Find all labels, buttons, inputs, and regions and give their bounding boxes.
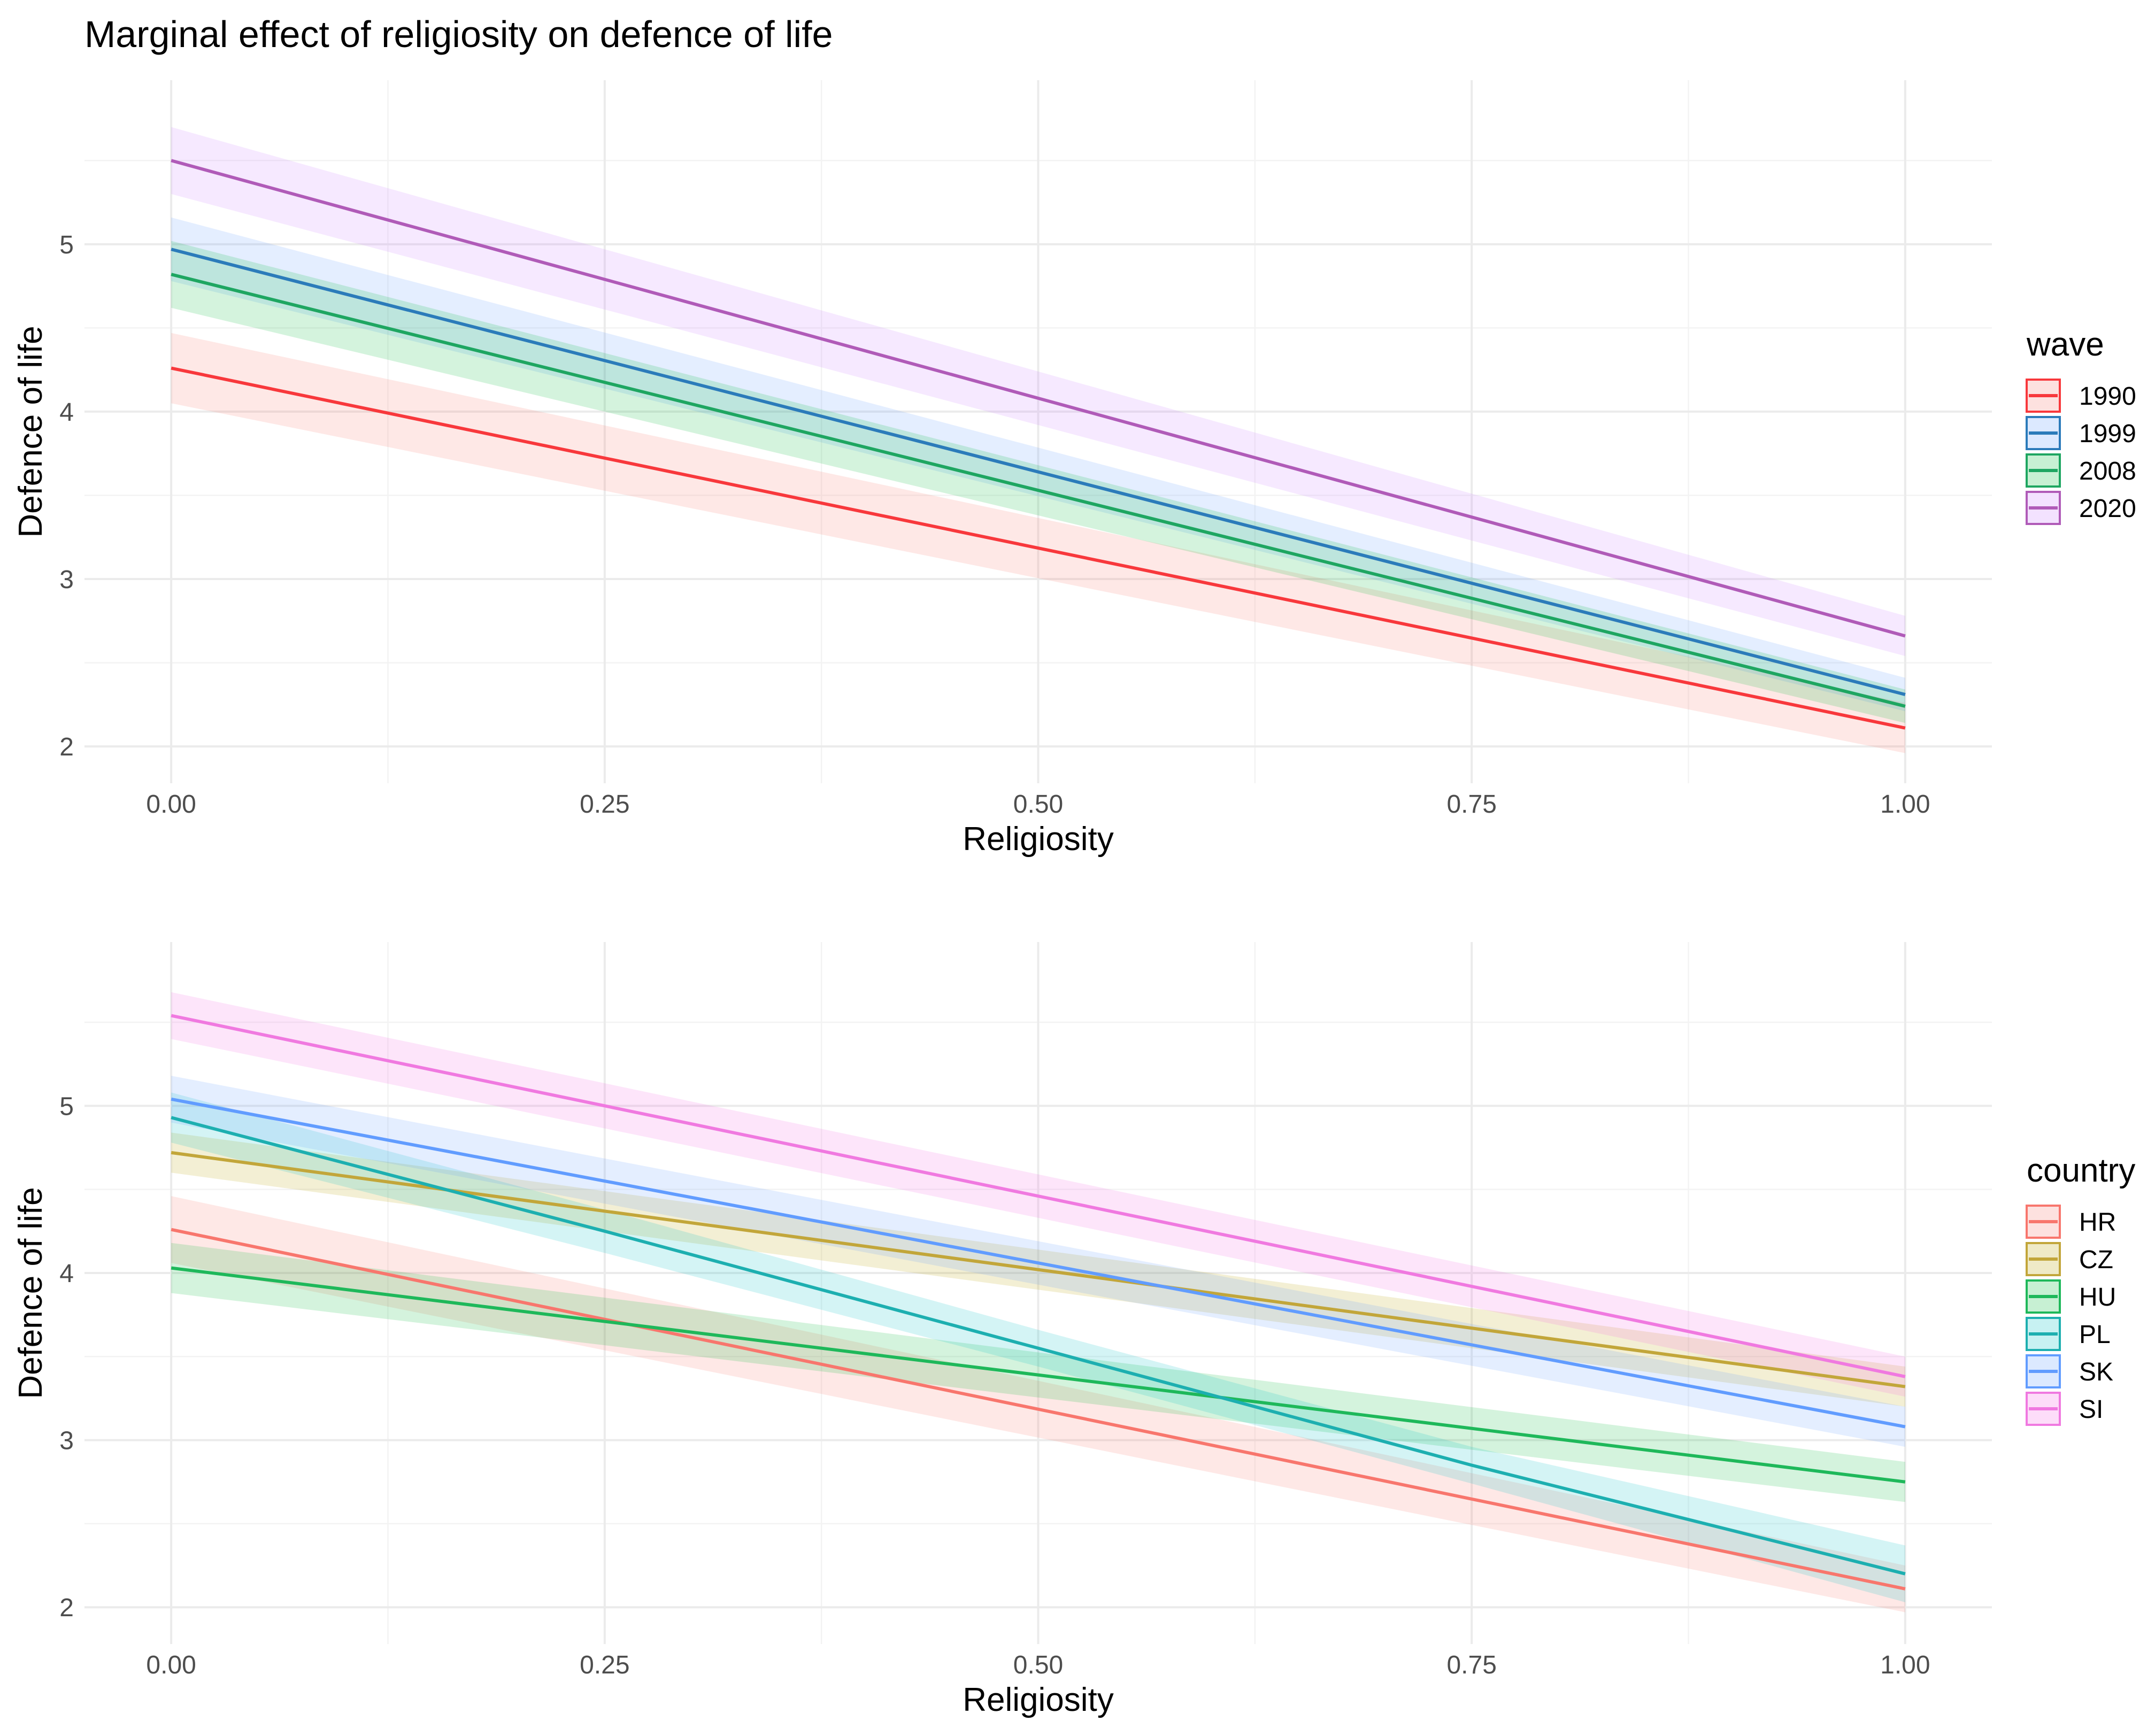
y-axis-title: Defence of life <box>12 1187 49 1399</box>
panel-1: 0.00 0.25 0.50 0.75 1.00 2 3 4 5 Religiosity Defen… <box>12 80 2136 858</box>
x-tick-label: 1.00 <box>1880 1651 1930 1679</box>
legend-item-PL: PL <box>2026 1317 2111 1351</box>
legend-label-HU: HU <box>2079 1283 2116 1311</box>
legend-label-HR: HR <box>2079 1208 2116 1237</box>
ribbon-SI <box>171 992 1905 1397</box>
legend-title: wave <box>2026 326 2104 363</box>
series-line-PL <box>171 1116 1906 1576</box>
y-tick-label: 3 <box>59 1427 74 1455</box>
legend: wave 1990 1999 2008 2020 <box>2026 326 2136 525</box>
y-tick-label: 5 <box>59 231 74 259</box>
series-lines <box>171 1014 1906 1591</box>
legend: country HR CZ HU PL SK SI <box>2026 1152 2135 1426</box>
legend-label-CZ: CZ <box>2079 1246 2113 1274</box>
x-tick-label: 0.50 <box>1013 790 1063 819</box>
series-line-CZ <box>171 1151 1906 1388</box>
y-tick-label: 5 <box>59 1092 74 1121</box>
series-line-HR <box>171 1228 1906 1591</box>
ribbon-HR <box>171 1196 1905 1612</box>
x-tick-label: 0.50 <box>1013 1651 1063 1679</box>
panel-2: 0.00 0.25 0.50 0.75 1.00 2 3 4 5 Religiosity Defen… <box>12 942 2135 1718</box>
ribbon-HU <box>171 1243 1905 1502</box>
legend-title: country <box>2027 1152 2135 1189</box>
legend-item-2020: 2020 <box>2026 491 2136 525</box>
legend-label-2008: 2008 <box>2079 457 2136 485</box>
series-line-2020 <box>171 159 1906 638</box>
legend-item-SI: SI <box>2026 1392 2103 1426</box>
ribbon-1999 <box>171 217 1905 712</box>
y-tick-label: 3 <box>59 566 74 594</box>
y-tick-label: 4 <box>59 398 74 427</box>
x-tick-label: 0.00 <box>146 790 196 819</box>
ribbons <box>171 127 1905 753</box>
x-tick-label: 0.25 <box>580 1651 629 1679</box>
series-lines <box>171 159 1906 730</box>
tick-labels: 0.00 0.25 0.50 0.75 1.00 2 3 4 5 <box>59 1092 1930 1679</box>
series-line-HU <box>171 1266 1906 1484</box>
legend-item-1990: 1990 <box>2026 379 2136 413</box>
series-line-SK <box>171 1097 1906 1429</box>
figure-title: Marginal effect of religiosity on defenc… <box>84 13 833 55</box>
y-tick-label: 2 <box>59 1594 74 1622</box>
tick-labels: 0.00 0.25 0.50 0.75 1.00 2 3 4 5 <box>59 231 1930 819</box>
x-axis-title: Religiosity <box>963 821 1114 858</box>
ribbon-SK <box>171 1076 1905 1447</box>
panels: 0.00 0.25 0.50 0.75 1.00 2 3 4 5 Religiosity Defen… <box>12 80 2136 1718</box>
legend-item-1999: 1999 <box>2026 416 2136 450</box>
y-axis-title: Defence of life <box>12 326 49 537</box>
legend-item-2008: 2008 <box>2026 453 2136 488</box>
series-line-2008 <box>171 273 1906 708</box>
x-tick-label: 0.75 <box>1446 1651 1496 1679</box>
x-axis-title: Religiosity <box>963 1681 1114 1718</box>
legend-label-SK: SK <box>2079 1358 2113 1386</box>
legend-item-SK: SK <box>2026 1354 2113 1388</box>
x-tick-label: 0.00 <box>146 1651 196 1679</box>
y-tick-label: 4 <box>59 1260 74 1288</box>
legend-label-SI: SI <box>2079 1395 2103 1424</box>
legend-item-HU: HU <box>2026 1279 2116 1314</box>
ribbon-2020 <box>171 127 1905 657</box>
series-line-1990 <box>171 366 1906 730</box>
legend-item-HR: HR <box>2026 1205 2116 1239</box>
series-line-1999 <box>171 248 1906 696</box>
x-tick-label: 0.75 <box>1446 790 1496 819</box>
legend-label-1990: 1990 <box>2079 382 2136 411</box>
legend-label-PL: PL <box>2079 1321 2111 1349</box>
y-tick-label: 2 <box>59 733 74 761</box>
legend-item-CZ: CZ <box>2026 1242 2113 1276</box>
ribbon-1990 <box>171 333 1905 753</box>
gridlines <box>84 80 1992 783</box>
x-tick-label: 1.00 <box>1880 790 1930 819</box>
series-line-SI <box>171 1014 1906 1378</box>
legend-label-1999: 1999 <box>2079 420 2136 448</box>
legend-label-2020: 2020 <box>2079 495 2136 523</box>
x-tick-label: 0.25 <box>580 790 629 819</box>
